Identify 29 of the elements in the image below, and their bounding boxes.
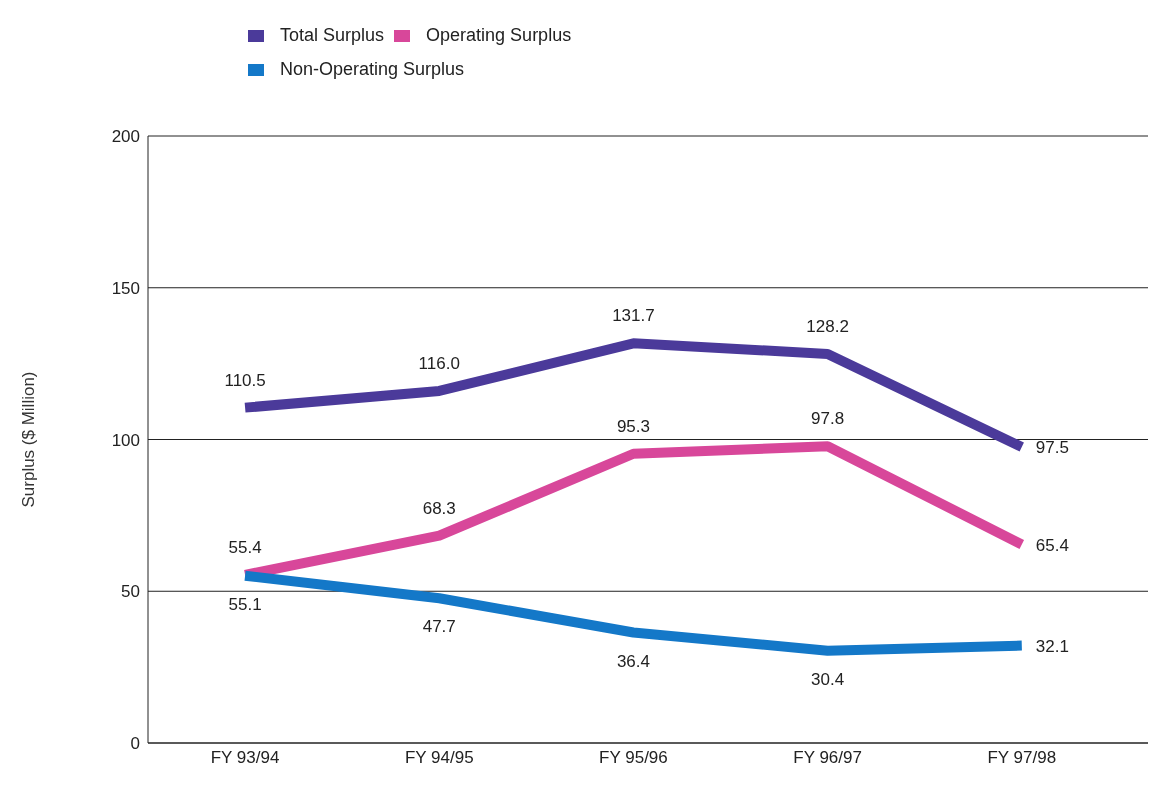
y-tick-label: 100: [111, 430, 140, 450]
data-label: 95.3: [616, 416, 650, 436]
legend-label: Operating Surplus: [426, 25, 572, 45]
y-tick-label: 150: [111, 278, 140, 298]
x-tick-label: FY 93/94: [210, 748, 280, 768]
legend-label: Non-Operating Surplus: [280, 59, 465, 79]
data-label: 110.5: [224, 370, 266, 390]
x-tick-label: FY 95/96: [599, 748, 668, 768]
y-tick-label: 50: [121, 582, 140, 602]
data-label: 65.4: [1035, 535, 1069, 555]
y-tick-label: 0: [130, 734, 140, 754]
data-label: 55.1: [228, 594, 262, 614]
data-label: 116.0: [418, 353, 460, 373]
data-label: 30.4: [811, 669, 845, 689]
x-tick-label: FY 96/97: [793, 748, 862, 768]
x-tick-label: FY 94/95: [404, 748, 474, 768]
data-label: 32.1: [1035, 636, 1069, 656]
y-tick-label: 200: [111, 127, 140, 147]
data-label: 36.4: [616, 651, 650, 671]
data-label: 97.8: [811, 409, 845, 429]
data-label: 55.4: [228, 537, 262, 557]
data-label: 128.2: [806, 316, 849, 336]
data-label: 68.3: [422, 498, 456, 518]
data-label: 131.7: [612, 306, 655, 326]
data-label: 47.7: [422, 617, 456, 637]
data-label: 97.5: [1035, 438, 1069, 458]
y-axis-title: Surplus ($ Million): [19, 371, 39, 508]
legend-label: Total Surplus: [280, 25, 385, 45]
x-tick-label: FY 97/98: [987, 748, 1057, 768]
